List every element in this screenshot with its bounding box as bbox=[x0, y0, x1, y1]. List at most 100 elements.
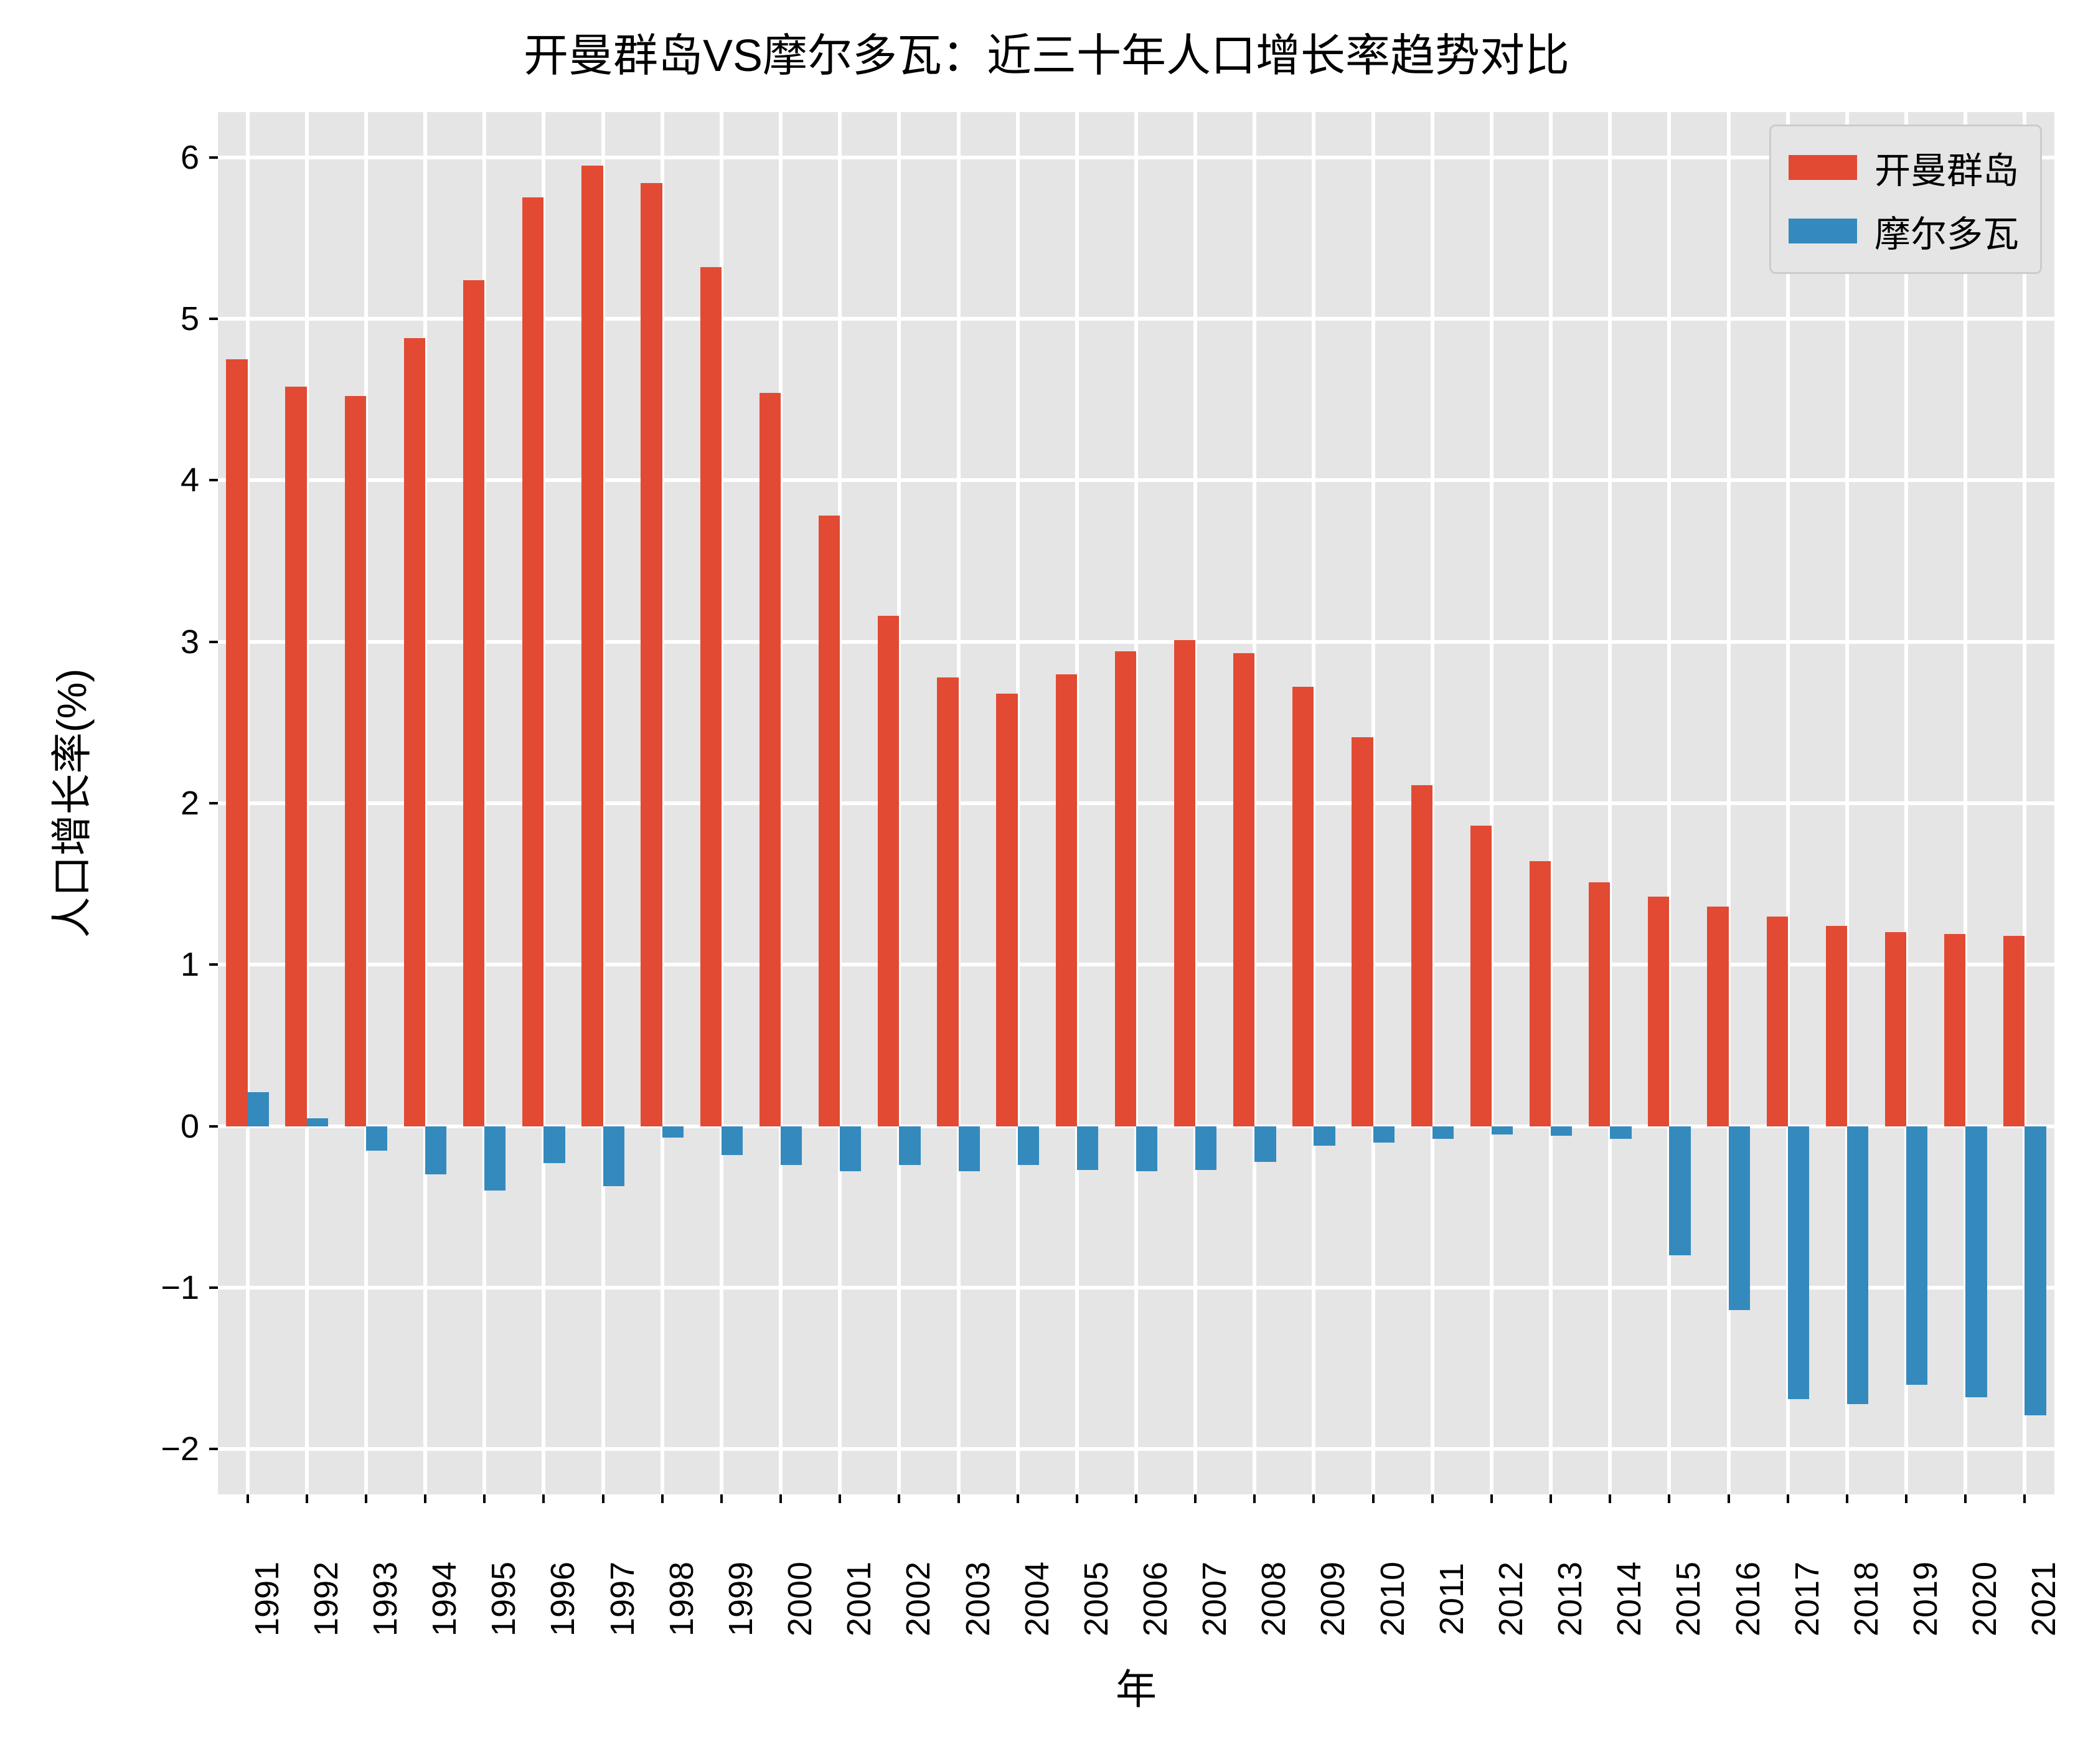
x-tick-mark bbox=[424, 1494, 426, 1503]
x-tick-mark bbox=[779, 1494, 782, 1503]
y-tick-label: 0 bbox=[118, 1107, 199, 1146]
x-tick-mark bbox=[1787, 1494, 1789, 1503]
x-tick-label: 1995 bbox=[484, 1562, 523, 1636]
x-tick-mark bbox=[1194, 1494, 1197, 1503]
x-tick-mark bbox=[1728, 1494, 1730, 1503]
x-tick-label: 1993 bbox=[366, 1562, 405, 1636]
bar-series-1 bbox=[484, 1126, 506, 1191]
bar-series-0 bbox=[700, 267, 722, 1126]
x-tick-label: 2015 bbox=[1669, 1562, 1708, 1636]
x-tick-mark bbox=[1135, 1494, 1137, 1503]
bar-series-1 bbox=[1432, 1126, 1454, 1139]
x-tick-label: 2004 bbox=[1018, 1562, 1056, 1636]
legend-swatch bbox=[1789, 219, 1857, 243]
bar-series-1 bbox=[603, 1126, 624, 1186]
x-tick-mark bbox=[1668, 1494, 1670, 1503]
bar-series-1 bbox=[248, 1092, 269, 1126]
x-tick-mark bbox=[839, 1494, 841, 1503]
bar-series-0 bbox=[1707, 907, 1728, 1126]
y-tick-label: 4 bbox=[118, 461, 199, 499]
bar-series-1 bbox=[1906, 1126, 1927, 1385]
x-tick-label: 2021 bbox=[2025, 1562, 2063, 1636]
bar-series-1 bbox=[722, 1126, 743, 1156]
x-tick-label: 2019 bbox=[1906, 1562, 1945, 1636]
x-tick-label: 2009 bbox=[1314, 1562, 1352, 1636]
x-tick-mark bbox=[365, 1494, 367, 1503]
bar-series-0 bbox=[463, 280, 484, 1126]
bar-series-1 bbox=[1077, 1126, 1098, 1170]
x-tick-label: 2008 bbox=[1254, 1562, 1293, 1636]
y-tick-label: 1 bbox=[118, 945, 199, 984]
x-tick-label: 2017 bbox=[1788, 1562, 1827, 1636]
bar-series-1 bbox=[366, 1126, 387, 1151]
bar-series-0 bbox=[404, 338, 425, 1126]
x-tick-label: 2002 bbox=[899, 1562, 938, 1636]
x-tick-mark bbox=[483, 1494, 486, 1503]
x-tick-mark bbox=[1609, 1494, 1611, 1503]
bar-series-1 bbox=[425, 1126, 446, 1175]
x-tick-mark bbox=[1253, 1494, 1256, 1503]
bar-series-1 bbox=[1788, 1126, 1809, 1399]
bar-series-0 bbox=[1174, 640, 1195, 1126]
y-tick-mark bbox=[209, 1125, 218, 1128]
x-tick-mark bbox=[1372, 1494, 1375, 1503]
x-tick-label: 2012 bbox=[1492, 1562, 1530, 1636]
y-tick-mark bbox=[209, 479, 218, 481]
x-tick-mark bbox=[1017, 1494, 1019, 1503]
bar-series-1 bbox=[959, 1126, 980, 1172]
x-tick-label: 2003 bbox=[959, 1562, 997, 1636]
bar-series-0 bbox=[1530, 861, 1551, 1126]
bar-series-0 bbox=[1056, 674, 1077, 1126]
bar-series-1 bbox=[1551, 1126, 1572, 1136]
bar-series-0 bbox=[1411, 785, 1432, 1126]
bar-series-1 bbox=[1136, 1126, 1157, 1172]
grid-line-v bbox=[1667, 112, 1671, 1494]
bar-series-1 bbox=[2025, 1126, 2046, 1415]
bar-series-1 bbox=[662, 1126, 684, 1138]
x-tick-mark bbox=[1550, 1494, 1552, 1503]
bar-series-0 bbox=[581, 166, 603, 1126]
bar-series-0 bbox=[641, 183, 662, 1126]
y-tick-mark bbox=[209, 802, 218, 804]
y-tick-mark bbox=[209, 318, 218, 320]
chart-title: 开曼群岛VS摩尔多瓦：近三十年人口增长率趋势对比 bbox=[0, 19, 2093, 84]
bar-series-0 bbox=[760, 393, 781, 1126]
x-tick-mark bbox=[898, 1494, 900, 1503]
x-tick-label: 1999 bbox=[722, 1562, 760, 1636]
bar-series-0 bbox=[285, 387, 306, 1126]
bar-series-1 bbox=[899, 1126, 920, 1165]
x-tick-mark bbox=[542, 1494, 545, 1503]
x-tick-mark bbox=[2023, 1494, 2026, 1503]
plot-area bbox=[218, 112, 2054, 1494]
x-tick-label: 1998 bbox=[662, 1562, 701, 1636]
bar-series-1 bbox=[1018, 1126, 1039, 1165]
x-tick-label: 2011 bbox=[1432, 1563, 1471, 1635]
y-axis-label: 人口增长率(%) bbox=[39, 669, 98, 938]
legend-swatch bbox=[1789, 155, 1857, 180]
bar-series-0 bbox=[1352, 737, 1373, 1126]
x-tick-label: 1996 bbox=[543, 1562, 582, 1636]
x-tick-label: 2020 bbox=[1965, 1562, 2004, 1636]
x-tick-mark bbox=[1846, 1494, 1848, 1503]
bar-series-0 bbox=[1826, 926, 1847, 1126]
x-tick-mark bbox=[1490, 1494, 1493, 1503]
y-tick-mark bbox=[209, 1286, 218, 1289]
y-tick-mark bbox=[209, 641, 218, 643]
bar-series-0 bbox=[878, 616, 899, 1126]
bar-series-0 bbox=[1292, 687, 1314, 1126]
x-tick-label: 2010 bbox=[1373, 1562, 1412, 1636]
bar-series-1 bbox=[1669, 1126, 1690, 1255]
bar-series-1 bbox=[1492, 1126, 1513, 1134]
bar-series-0 bbox=[2003, 936, 2025, 1126]
x-tick-label: 2005 bbox=[1077, 1562, 1116, 1636]
x-tick-label: 2006 bbox=[1136, 1562, 1175, 1636]
legend: 开曼群岛摩尔多瓦 bbox=[1769, 125, 2042, 274]
y-tick-mark bbox=[209, 963, 218, 966]
bar-series-0 bbox=[1589, 882, 1610, 1126]
bar-series-1 bbox=[781, 1126, 802, 1165]
x-tick-mark bbox=[661, 1494, 664, 1503]
x-tick-label: 2014 bbox=[1610, 1562, 1649, 1636]
x-tick-mark bbox=[1076, 1494, 1078, 1503]
bar-series-1 bbox=[1729, 1126, 1750, 1311]
y-tick-label: 2 bbox=[118, 784, 199, 823]
